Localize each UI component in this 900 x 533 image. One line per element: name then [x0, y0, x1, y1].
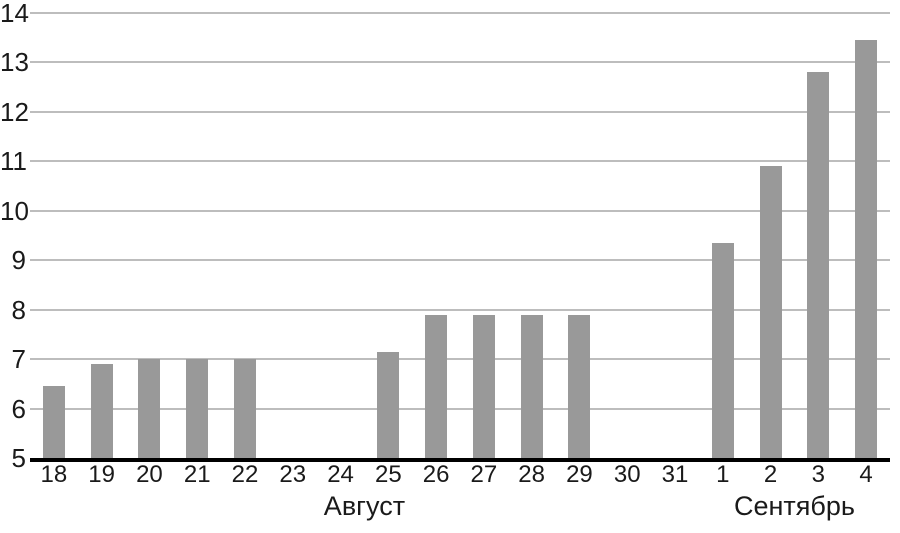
- gridline: [30, 209, 890, 212]
- y-axis-tick-label: 9: [11, 245, 26, 276]
- month-label: Август: [323, 491, 406, 521]
- bar: [234, 359, 256, 458]
- bar: [520, 314, 543, 458]
- x-axis-tick-label: 22: [231, 461, 259, 488]
- y-axis-tick-label: 12: [0, 96, 29, 127]
- x-axis-tick-label: 30: [613, 461, 641, 488]
- x-axis-tick-label: 3: [811, 461, 825, 488]
- x-axis-tick-label: 18: [40, 461, 68, 488]
- x-axis-tick-label: 27: [470, 461, 498, 488]
- bar: [807, 72, 830, 458]
- gridline: [30, 358, 890, 361]
- x-axis-tick-label: 21: [183, 461, 211, 488]
- x-axis-tick-label: 23: [279, 461, 307, 488]
- x-axis-tick-label: 1: [716, 461, 730, 488]
- x-axis-tick-label: 31: [661, 461, 689, 488]
- bar: [42, 386, 65, 458]
- y-axis-tick-label: 13: [0, 47, 29, 78]
- gridline: [30, 12, 890, 14]
- y-axis-tick-label: 14: [0, 0, 29, 28]
- gridline: [30, 110, 890, 113]
- y-axis-tick-label: 11: [0, 146, 27, 177]
- bar: [855, 40, 878, 458]
- x-axis-tick-label: 19: [88, 461, 115, 488]
- bar: [568, 314, 591, 458]
- y-axis-tick-label: 8: [11, 294, 26, 325]
- gridline: [30, 61, 890, 64]
- x-axis-line: [30, 458, 890, 462]
- gridline: [30, 160, 890, 163]
- x-axis-tick-label: 24: [327, 461, 354, 488]
- bar: [90, 364, 113, 458]
- x-axis-tick-label: 20: [136, 461, 163, 488]
- bar: [472, 314, 495, 458]
- bar: [186, 359, 209, 458]
- gridline: [30, 407, 890, 410]
- x-axis-tick-label: 25: [374, 461, 402, 488]
- x-axis-tick-label: 2: [763, 461, 778, 488]
- y-axis-tick-label: 10: [0, 195, 29, 226]
- x-axis-tick-label: 26: [422, 461, 450, 488]
- bar: [425, 314, 448, 458]
- bar: [711, 242, 734, 458]
- gridline: [30, 308, 890, 311]
- month-label: Сентябрь: [733, 491, 855, 521]
- x-axis-tick-label: 4: [859, 461, 873, 488]
- gridline: [30, 259, 890, 262]
- bar: [138, 359, 161, 458]
- x-axis-tick-label: 28: [518, 461, 545, 488]
- y-axis-tick-label: 6: [11, 393, 26, 424]
- y-axis-tick-label: 5: [11, 443, 26, 473]
- x-axis-tick-label: 29: [566, 461, 593, 488]
- bar: [759, 166, 782, 458]
- y-axis-tick-label: 7: [11, 344, 26, 375]
- bar: [377, 351, 400, 458]
